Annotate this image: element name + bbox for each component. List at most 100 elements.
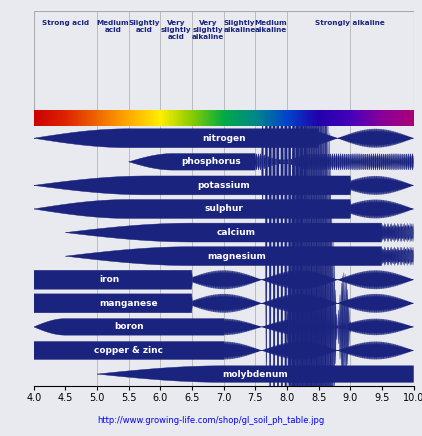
Bar xyxy=(257,110,258,126)
Polygon shape xyxy=(34,176,414,195)
Bar xyxy=(51,110,53,126)
Bar xyxy=(265,110,267,126)
Bar xyxy=(382,110,383,126)
Bar xyxy=(353,110,354,126)
Bar xyxy=(187,110,188,126)
Bar xyxy=(246,110,248,126)
Bar xyxy=(371,110,372,126)
Bar xyxy=(359,110,360,126)
Bar xyxy=(193,110,195,126)
Bar xyxy=(384,110,386,126)
Bar xyxy=(53,110,54,126)
Bar xyxy=(48,110,49,126)
Bar xyxy=(155,110,157,126)
Bar xyxy=(263,110,264,126)
Bar xyxy=(64,110,65,126)
Bar xyxy=(258,110,259,126)
Bar xyxy=(363,110,364,126)
Bar xyxy=(301,110,302,126)
Text: manganese: manganese xyxy=(100,299,158,308)
Text: Very
slightly
alkaline: Very slightly alkaline xyxy=(192,20,224,40)
Bar xyxy=(160,110,162,126)
Bar xyxy=(181,110,182,126)
Bar xyxy=(117,110,119,126)
Bar xyxy=(197,110,198,126)
Bar xyxy=(96,110,97,126)
Bar xyxy=(302,110,303,126)
Bar xyxy=(186,110,187,126)
Bar xyxy=(279,110,281,126)
Text: Very
slightly
acid: Very slightly acid xyxy=(161,20,192,40)
Bar xyxy=(282,110,283,126)
Bar xyxy=(81,110,82,126)
Bar xyxy=(167,110,168,126)
Bar xyxy=(221,110,222,126)
Bar xyxy=(293,110,295,126)
Bar xyxy=(55,110,57,126)
Bar xyxy=(335,110,336,126)
Bar xyxy=(39,110,40,126)
Bar xyxy=(100,110,101,126)
Bar xyxy=(140,110,141,126)
Text: molybdenum: molybdenum xyxy=(222,370,288,378)
Bar xyxy=(219,110,220,126)
Bar xyxy=(41,110,43,126)
Bar xyxy=(211,110,212,126)
Bar xyxy=(369,110,371,126)
Bar xyxy=(367,110,368,126)
Bar xyxy=(121,110,122,126)
Bar xyxy=(176,110,177,126)
Bar xyxy=(381,110,382,126)
Bar xyxy=(45,110,46,126)
Bar xyxy=(392,110,393,126)
Bar xyxy=(329,110,330,126)
Bar xyxy=(38,110,39,126)
Bar xyxy=(319,110,320,126)
Bar xyxy=(373,110,374,126)
Bar xyxy=(308,110,310,126)
Bar xyxy=(274,110,276,126)
Bar xyxy=(410,110,411,126)
Bar xyxy=(331,110,333,126)
Bar xyxy=(260,110,262,126)
Bar xyxy=(111,110,112,126)
Text: Strong acid: Strong acid xyxy=(42,20,89,26)
Bar xyxy=(178,110,179,126)
Bar xyxy=(254,110,255,126)
Bar xyxy=(276,110,277,126)
Bar xyxy=(355,110,357,126)
Text: Medium
acid: Medium acid xyxy=(97,20,129,33)
Bar xyxy=(287,110,288,126)
Bar xyxy=(227,110,229,126)
Bar xyxy=(158,110,159,126)
Bar xyxy=(202,110,203,126)
Bar xyxy=(54,110,55,126)
Bar xyxy=(226,110,227,126)
Bar xyxy=(324,110,325,126)
Bar xyxy=(165,110,167,126)
Bar xyxy=(233,110,234,126)
Bar xyxy=(269,110,271,126)
Text: calcium: calcium xyxy=(217,228,256,237)
Bar xyxy=(407,110,408,126)
Bar xyxy=(196,110,197,126)
Bar xyxy=(368,110,369,126)
Bar xyxy=(153,110,154,126)
Bar xyxy=(391,110,392,126)
Bar xyxy=(305,110,306,126)
Polygon shape xyxy=(34,0,414,436)
Bar xyxy=(336,110,338,126)
Bar xyxy=(40,110,41,126)
Bar xyxy=(262,110,263,126)
Bar xyxy=(108,110,110,126)
Bar xyxy=(360,110,362,126)
Bar xyxy=(402,110,403,126)
Bar xyxy=(327,110,329,126)
Bar xyxy=(119,110,120,126)
Bar xyxy=(374,110,376,126)
Bar xyxy=(63,110,64,126)
Text: nitrogen: nitrogen xyxy=(202,134,246,143)
Bar xyxy=(134,110,135,126)
Bar xyxy=(298,110,300,126)
Bar xyxy=(321,110,322,126)
